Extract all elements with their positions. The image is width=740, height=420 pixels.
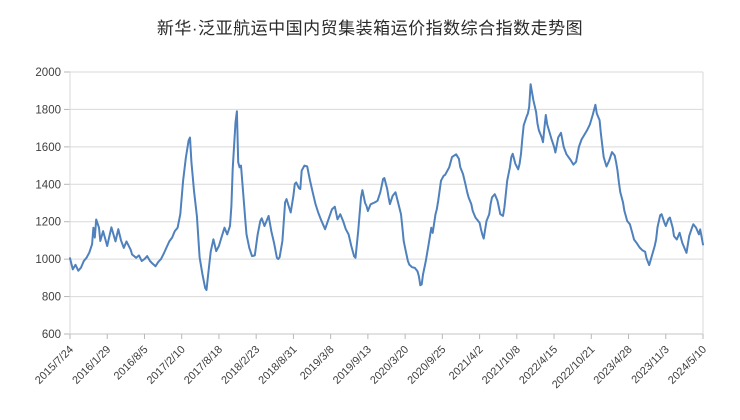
- y-axis-label: 1800: [35, 104, 61, 116]
- x-axis-label: 2020/9/25: [405, 344, 448, 387]
- x-axis-label: 2021/4/2: [447, 344, 486, 383]
- x-axis-label: 2021/10/8: [480, 344, 523, 387]
- x-axis-label: 2018/2/23: [219, 344, 262, 387]
- y-axis-label: 600: [42, 329, 61, 341]
- x-axis-label: 2024/5/10: [666, 344, 709, 387]
- x-axis-label: 2023/11/3: [629, 344, 672, 387]
- x-axis-label: 2019/9/13: [331, 344, 374, 387]
- y-axis-label: 1000: [35, 254, 61, 266]
- x-axis-label: 2018/8/31: [256, 344, 299, 387]
- y-axis-label: 1600: [35, 142, 61, 154]
- x-axis-label: 2023/4/28: [592, 344, 635, 387]
- x-axis-label: 2015/7/24: [33, 344, 76, 387]
- y-axis-label: 1200: [35, 217, 61, 229]
- x-axis-label: 2016/8/5: [112, 344, 151, 383]
- y-axis-label: 800: [42, 292, 61, 304]
- chart-title: 新华·泛亚航运中国内贸集装箱运价指数综合指数走势图: [156, 19, 584, 38]
- data-series-line: [69, 83, 704, 291]
- x-axis-label: 2016/1/29: [70, 344, 113, 387]
- x-axis-label: 2020/3/20: [368, 344, 411, 387]
- x-axis-label: 2019/3/8: [298, 344, 337, 383]
- y-axis-label: 1400: [35, 179, 61, 191]
- x-axis-label: 2017/2/10: [145, 344, 188, 387]
- y-axis-label: 2000: [35, 67, 61, 79]
- x-axis-label: 2017/8/18: [182, 344, 225, 387]
